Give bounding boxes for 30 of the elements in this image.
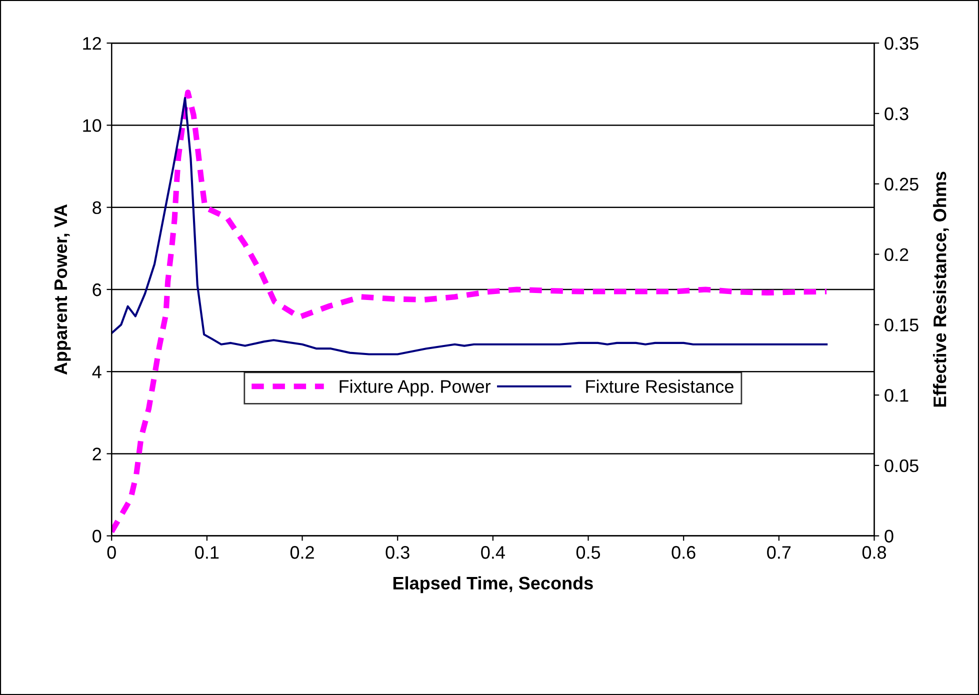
x-tick-label: 0.1 [195,546,219,559]
y-tick-label: 8 [92,201,102,214]
x-tick-label: 0.5 [576,546,600,559]
x-tick-label: 0.4 [481,546,505,559]
y2-tick-label: 0.3 [884,107,908,120]
y-tick-label: 6 [92,283,102,296]
x-tick-label: 0.8 [862,546,886,559]
y-axis-title: Apparent Power, VA [54,204,71,375]
line-series [112,96,828,356]
y2-tick-label: 0.35 [884,37,918,50]
y2-tick-label: 0 [884,530,894,543]
y-tick-label: 0 [92,530,102,543]
x-tick-label: 0.3 [386,546,410,559]
x-tick-label: 0.2 [290,546,314,559]
y-tick-label: 2 [92,448,101,460]
x-tick-label: 0.6 [672,546,696,559]
x-tick-label: 0.7 [767,546,791,559]
y-tick-label: 12 [83,37,101,50]
y-tick-label: 10 [83,119,102,132]
y2-tick-label: 0.25 [884,178,918,191]
y2-tick-label: 0.2 [884,248,908,261]
y2-axis-title: Effective Resistance, Ohms [932,172,949,407]
legend-label: Fixture App. Power [340,380,491,396]
y2-tick-label: 0.05 [884,459,918,472]
legend-label: Fixture Resistance [586,380,734,393]
y2-tick-label: 0.15 [884,318,918,332]
x-axis-title: Elapsed Time, Seconds [393,576,593,594]
y-tick-label: 4 [92,366,102,378]
y2-tick-label: 0.1 [884,388,908,402]
x-tick-label: 0 [107,546,116,559]
